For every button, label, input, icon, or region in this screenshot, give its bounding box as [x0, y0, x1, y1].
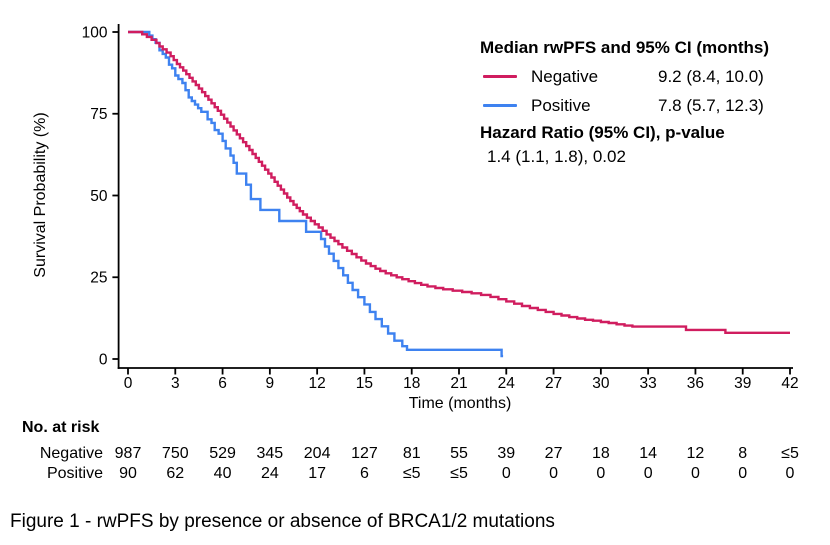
- x-tick-label: 27: [545, 375, 562, 392]
- risk-count: 204: [304, 445, 331, 462]
- x-tick-label: 9: [266, 375, 275, 392]
- x-tick-label: 36: [687, 375, 704, 392]
- risk-count: 27: [545, 445, 563, 462]
- survival-curve-negative: [128, 30, 790, 334]
- x-tick-label: 6: [218, 375, 227, 392]
- hazard-ratio-value: 1.4 (1.1, 1.8), 0.02: [487, 147, 626, 166]
- figure-caption: Figure 1 - rwPFS by presence or absence …: [10, 511, 555, 532]
- legend-label-negative: Negative: [531, 67, 599, 86]
- risk-count: 987: [115, 445, 142, 462]
- risk-count: 0: [596, 465, 605, 482]
- risk-count: 81: [403, 445, 421, 462]
- risk-row-label-positive: Positive: [47, 465, 103, 482]
- risk-count: 127: [351, 445, 378, 462]
- x-tick-label: 33: [640, 375, 657, 392]
- legend-label-positive: Positive: [531, 96, 591, 115]
- risk-table-title: No. at risk: [22, 419, 100, 436]
- y-tick-label: 25: [90, 270, 107, 287]
- x-tick-label: 24: [498, 375, 516, 392]
- risk-count: 8: [738, 445, 747, 462]
- survival-curve-positive: [128, 30, 504, 358]
- risk-count: 6: [360, 465, 369, 482]
- legend-value-positive: 7.8 (5.7, 12.3): [658, 96, 764, 115]
- risk-count: ≤5: [403, 465, 421, 482]
- y-tick-label: 100: [82, 24, 108, 41]
- risk-count: 39: [497, 445, 515, 462]
- x-tick-label: 18: [403, 375, 420, 392]
- risk-count: 0: [786, 465, 795, 482]
- risk-count: 24: [261, 465, 279, 482]
- risk-count: 40: [214, 465, 232, 482]
- risk-count: 90: [119, 465, 137, 482]
- y-axis-title: Survival Probability (%): [32, 112, 49, 278]
- risk-count: 62: [166, 465, 184, 482]
- risk-row-label-negative: Negative: [40, 445, 103, 462]
- risk-count: 14: [639, 445, 657, 462]
- risk-count: 17: [308, 465, 326, 482]
- risk-count: 0: [691, 465, 700, 482]
- x-tick-label: 0: [124, 375, 133, 392]
- risk-count: 345: [257, 445, 284, 462]
- risk-count: 18: [592, 445, 610, 462]
- x-tick-label: 3: [171, 375, 180, 392]
- y-tick-label: 75: [90, 106, 107, 123]
- risk-count: 0: [549, 465, 558, 482]
- risk-count: 55: [450, 445, 468, 462]
- risk-count: 12: [687, 445, 705, 462]
- x-tick-label: 21: [450, 375, 467, 392]
- x-tick-label: 15: [356, 375, 373, 392]
- risk-count: 529: [209, 445, 236, 462]
- x-tick-label: 39: [734, 375, 751, 392]
- risk-count: 750: [162, 445, 189, 462]
- risk-count: 0: [738, 465, 747, 482]
- legend-value-negative: 9.2 (8.4, 10.0): [658, 67, 764, 86]
- risk-count: ≤5: [781, 445, 799, 462]
- risk-count: 0: [502, 465, 511, 482]
- negative-swatch-line: [483, 75, 517, 78]
- risk-count: 0: [644, 465, 653, 482]
- y-tick-label: 0: [99, 351, 108, 368]
- x-axis-title: Time (months): [408, 395, 512, 412]
- y-tick-label: 50: [90, 188, 108, 205]
- positive-swatch-line: [483, 104, 517, 107]
- x-tick-label: 42: [781, 375, 798, 392]
- hazard-ratio-title: Hazard Ratio (95% CI), p-value: [480, 123, 725, 142]
- risk-count: ≤5: [450, 465, 468, 482]
- x-tick-label: 12: [309, 375, 326, 392]
- legend-title: Median rwPFS and 95% CI (months): [480, 38, 770, 57]
- x-tick-label: 30: [592, 375, 610, 392]
